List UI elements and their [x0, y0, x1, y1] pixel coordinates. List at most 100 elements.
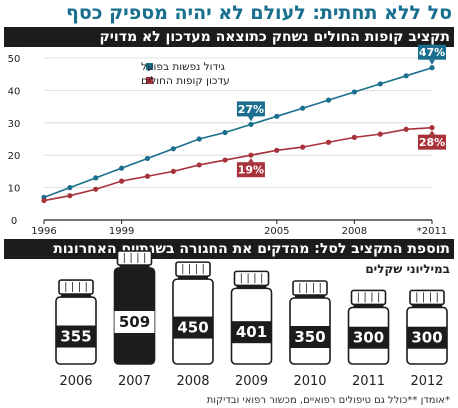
- annotation-pointer: [429, 130, 435, 135]
- bar-category-label: 2006: [59, 374, 92, 389]
- x-tick-label: 2005: [264, 226, 289, 237]
- bottle-label-band: [407, 326, 447, 349]
- bar-category-label: 2007: [118, 374, 151, 389]
- bar-value-label: 401: [236, 323, 267, 341]
- bottle-cap: [350, 289, 387, 306]
- annotation-1: 19%: [236, 158, 265, 178]
- legend-swatch-0: [146, 63, 153, 70]
- y-tick-label: 20: [8, 151, 21, 162]
- bar-category-label: 2008: [176, 374, 209, 389]
- page-title: סל ללא תחתית: לעולם לא יהיה מספיק כסף: [66, 2, 452, 24]
- data-point: [429, 125, 435, 131]
- data-point: [351, 89, 357, 95]
- bar-bottle-2011: 300 2011: [347, 289, 390, 389]
- bottle-label-band: [56, 325, 96, 348]
- bar-category-label: 2009: [235, 374, 268, 389]
- data-point: [119, 178, 125, 184]
- bar-category-label: 2012: [410, 374, 443, 389]
- data-point: [248, 121, 254, 128]
- data-point: [93, 186, 99, 192]
- bottle-label-band: [290, 325, 330, 348]
- bottle-neck: [412, 304, 442, 309]
- data-point: [67, 193, 73, 199]
- annotation-box: [418, 44, 446, 60]
- y-tick-label: 40: [8, 86, 21, 97]
- data-point: [274, 113, 280, 119]
- annotation-pointer: [429, 59, 435, 65]
- bar-value-label: 450: [177, 319, 208, 337]
- data-point: [300, 105, 306, 111]
- annotation-box: [236, 101, 265, 117]
- data-point: [403, 126, 409, 132]
- bar-value-label: 300: [411, 329, 442, 347]
- bottle-neck: [61, 294, 91, 299]
- legend-label-1: עדכון קופות החולים: [141, 75, 230, 87]
- annotation-label: 19%: [238, 164, 264, 177]
- bottle-label-band: [114, 311, 155, 333]
- bottle-cap: [116, 250, 153, 266]
- data-point: [144, 173, 151, 179]
- data-point: [248, 152, 254, 158]
- bar-category-label: 2010: [293, 374, 326, 389]
- bottle-neck: [295, 294, 325, 299]
- annotation-label: 47%: [419, 46, 445, 59]
- bottle-neck: [178, 276, 208, 281]
- y-tick-label: 50: [8, 54, 21, 65]
- bar-bottle-2010: 350 2010: [289, 280, 331, 389]
- bottle-cap: [175, 261, 211, 277]
- data-point: [41, 197, 47, 204]
- bottle-cap: [292, 280, 328, 296]
- y-tick-label: 0: [11, 216, 17, 227]
- bottle-label-band: [231, 321, 272, 344]
- data-point: [222, 129, 228, 136]
- annotation-0: 27%: [236, 101, 265, 122]
- data-point: [377, 131, 383, 137]
- data-point: [93, 175, 99, 181]
- data-point: [325, 97, 332, 103]
- bar-category-label: 2011: [352, 374, 385, 389]
- x-tick-label: 1999: [109, 226, 134, 237]
- annotation-2: 47%: [418, 44, 446, 65]
- data-point: [377, 81, 383, 87]
- bottle-cap: [409, 289, 445, 306]
- data-point: [274, 147, 280, 153]
- x-tick-label: *2011: [417, 226, 447, 237]
- bottle-cap: [58, 279, 94, 295]
- bottle-neck: [236, 285, 267, 290]
- bottle-cap: [233, 270, 270, 287]
- data-point: [196, 162, 202, 168]
- bar-bottle-2012: 300 2012: [406, 289, 448, 389]
- series-line-0: [43, 66, 433, 199]
- line-chart-title: תקציב קופות החולים נשחק כתוצאה מעדכון לא…: [4, 27, 454, 47]
- data-point: [144, 155, 151, 162]
- bottle-neck: [119, 265, 150, 269]
- bottle-label-band: [348, 326, 389, 349]
- data-point: [300, 144, 306, 150]
- data-point: [67, 185, 73, 191]
- x-tick-label: 2008: [342, 226, 367, 237]
- annotation-label: 27%: [238, 103, 264, 116]
- bar-chart-title: תוספת התקציב לסל: מהדקים את החגורה בשנתי…: [4, 239, 454, 259]
- bar-bottle-2008: 450 2008: [172, 261, 214, 389]
- bar-value-label: 509: [119, 313, 150, 331]
- y-tick-label: 30: [8, 119, 21, 130]
- bar-value-label: 355: [60, 328, 91, 346]
- annotation-box: [236, 162, 265, 178]
- bar-chart-subtitle: במיליוני שקלים: [365, 262, 450, 276]
- data-point: [170, 146, 176, 152]
- annotation-3: 28%: [418, 130, 446, 150]
- data-point: [222, 157, 228, 163]
- bar-value-label: 300: [353, 329, 384, 347]
- footnote: *אומדן **כולל גם טיפולים רפואיים, מכשור …: [206, 395, 450, 406]
- bar-bottle-2006: 355 2006: [55, 279, 97, 389]
- annotation-box: [418, 134, 446, 150]
- data-point: [170, 168, 176, 174]
- x-tick-label: 1996: [31, 226, 56, 237]
- bar-bottle-2007: 509 2007: [113, 250, 156, 389]
- bottle-label-band: [173, 316, 213, 339]
- bar-bottle-2009: 401 2009: [230, 270, 273, 389]
- bottle-neck: [353, 304, 384, 309]
- annotation-label: 28%: [419, 136, 445, 149]
- data-point: [325, 139, 332, 145]
